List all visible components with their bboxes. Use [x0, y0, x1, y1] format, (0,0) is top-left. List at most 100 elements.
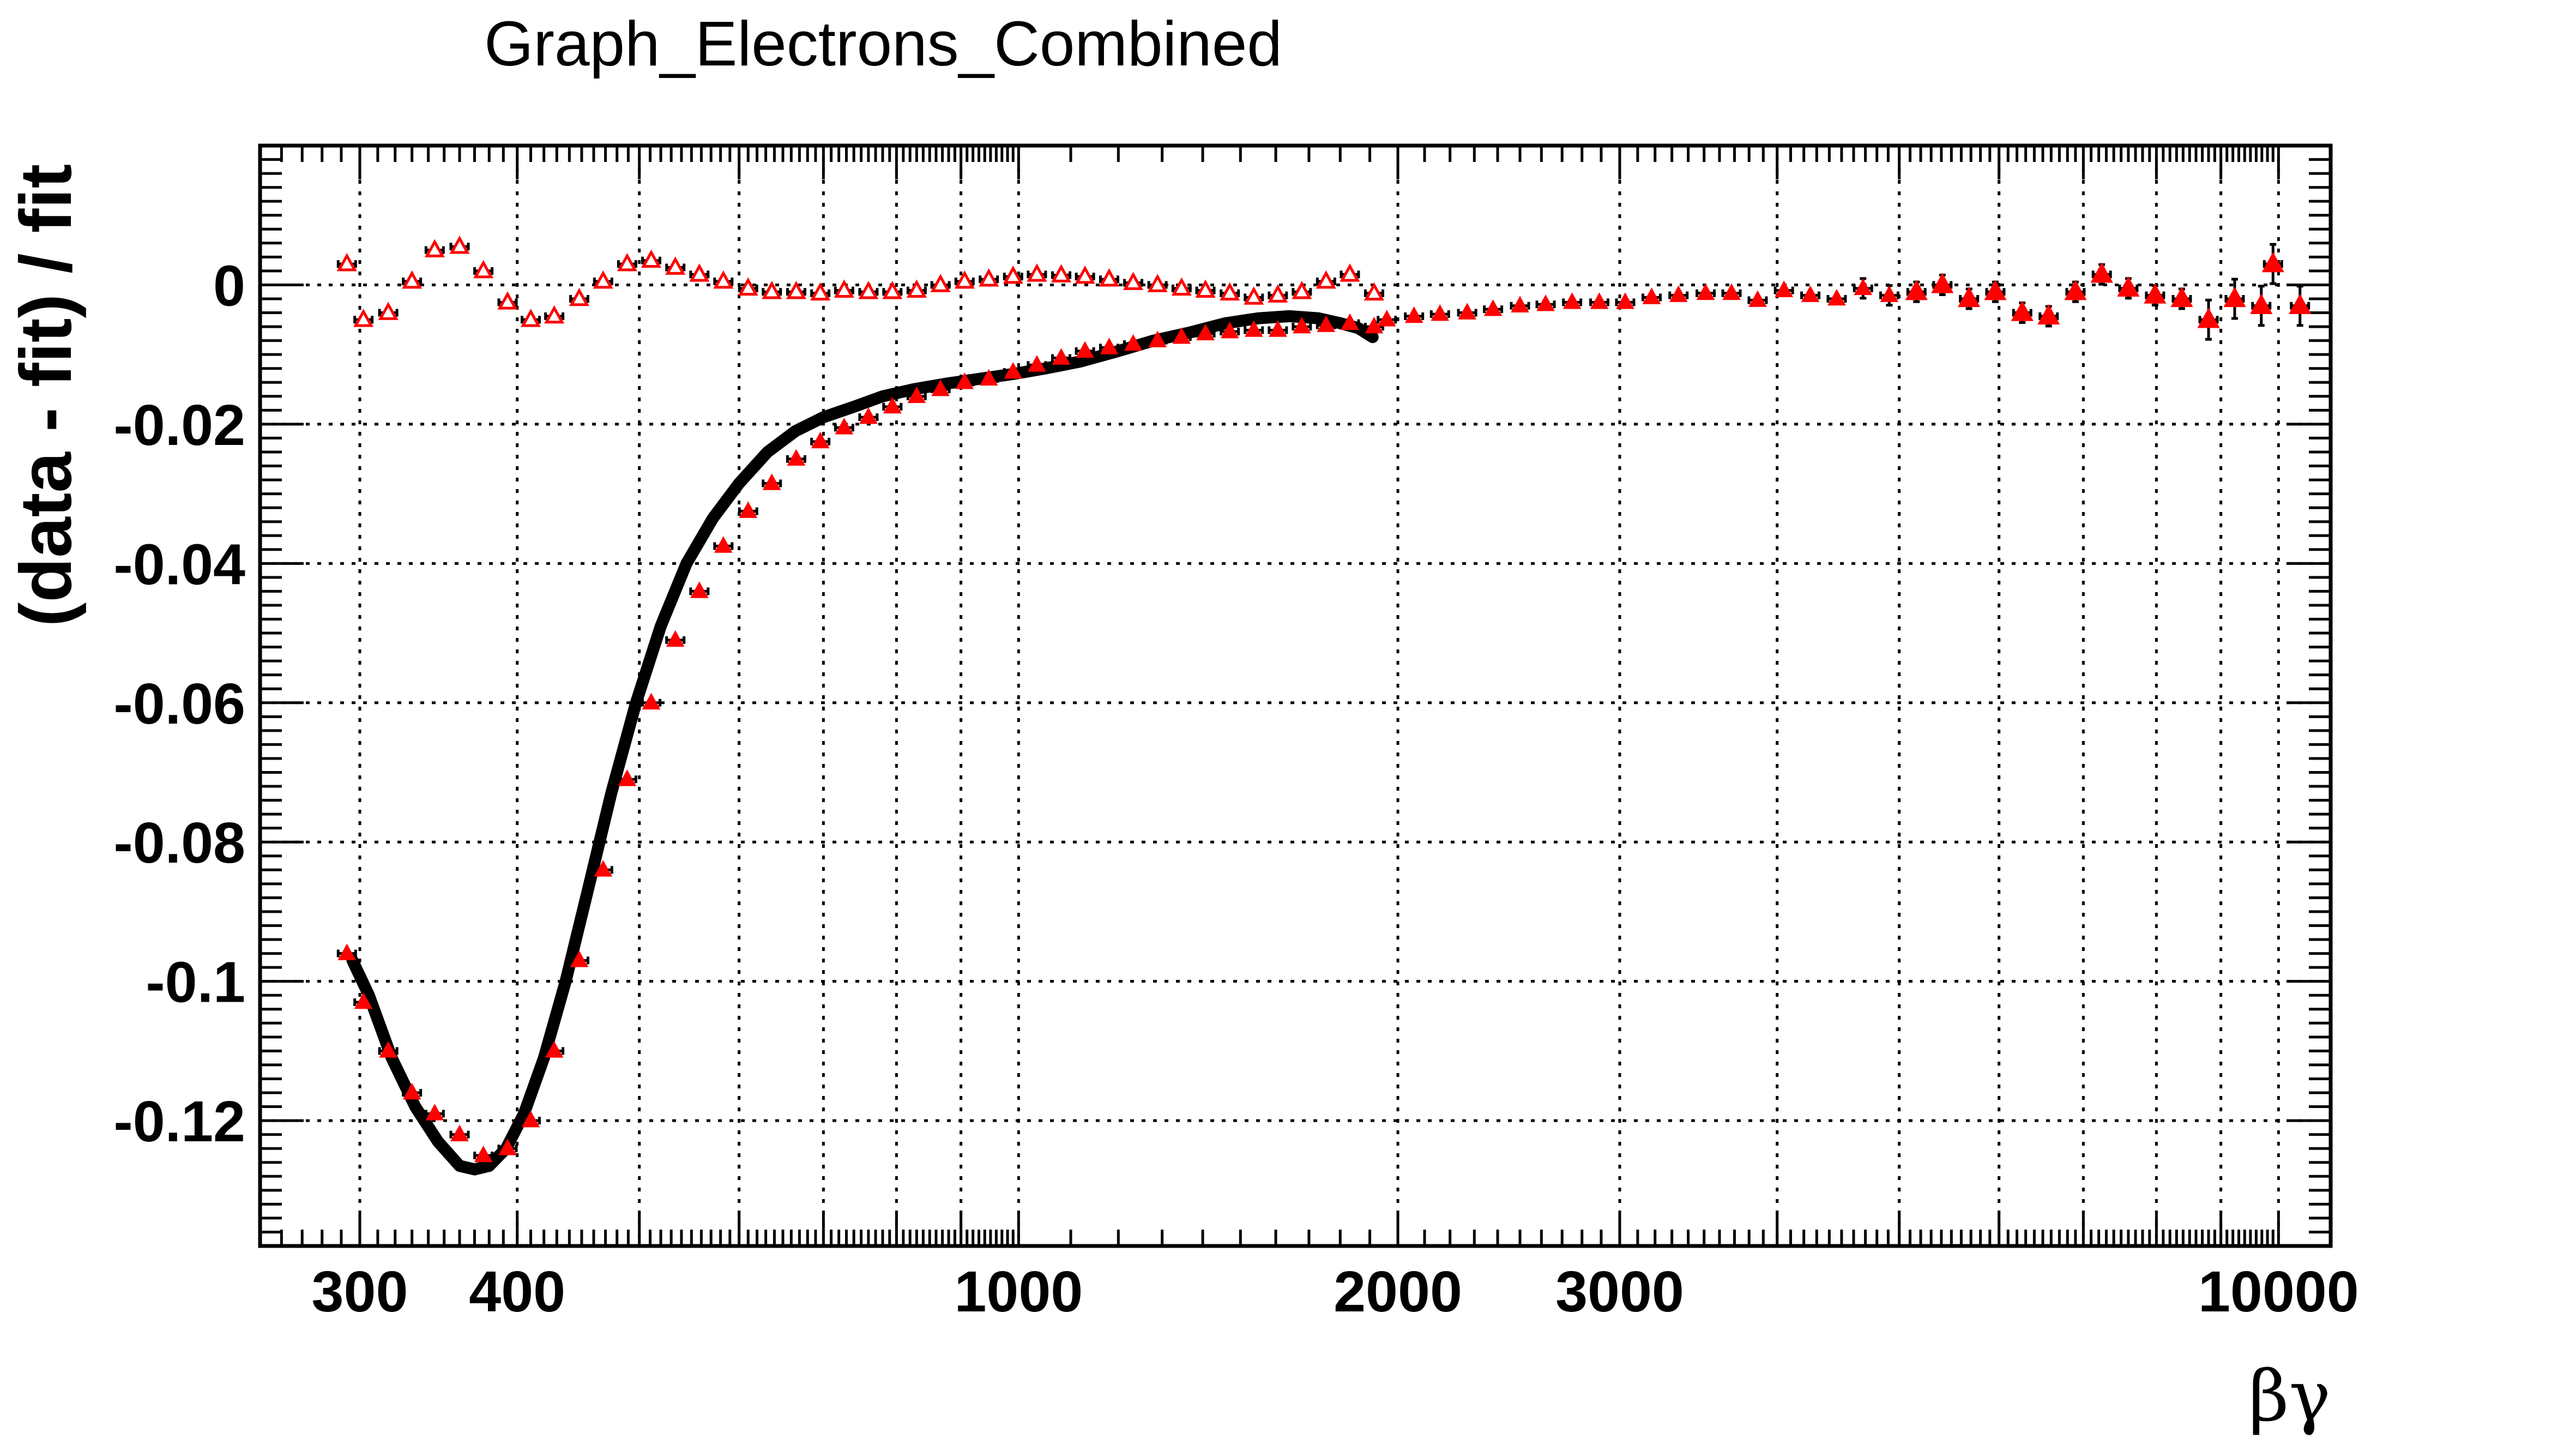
filled-triangle-marker: [931, 379, 950, 396]
filled-triangle-marker: [2250, 293, 2273, 314]
filled-triangle-marker: [787, 449, 806, 466]
data-point: [424, 1104, 445, 1121]
data-point: [378, 1041, 399, 1058]
data-point: [906, 279, 927, 298]
open-triangle-marker: [665, 256, 686, 275]
open-triangle-marker: [786, 281, 806, 299]
data-point: [1879, 284, 1899, 307]
plot-frame: [258, 143, 2333, 1248]
data-point: [1747, 290, 1768, 307]
data-point: [1958, 286, 1981, 310]
fit-curve: [346, 310, 1379, 1176]
filled-triangle-marker: [1669, 285, 1688, 302]
open-triangle-marker: [378, 302, 399, 320]
filled-triangle-marker: [1244, 320, 1263, 337]
data-point: [762, 473, 782, 490]
data-point: [402, 1082, 423, 1100]
data-point: [1905, 280, 1928, 303]
data-point: [689, 263, 710, 282]
filled-triangle-marker: [1616, 292, 1634, 309]
data-point: [1800, 285, 1821, 302]
data-point: [762, 281, 782, 299]
filled-triangle-marker: [1984, 280, 2007, 300]
filled-triangle-marker: [2261, 252, 2284, 273]
data-point: [979, 369, 999, 386]
filled-triangle-marker: [594, 860, 613, 877]
data-point: [473, 1145, 494, 1163]
filled-triangle-marker: [498, 1139, 517, 1155]
y-tick-label: -0.08: [113, 811, 245, 875]
open-triangle-marker: [858, 281, 879, 299]
data-point: [353, 992, 374, 1009]
open-triangle-marker: [689, 263, 710, 282]
data-point: [2170, 286, 2193, 310]
data-point: [2064, 280, 2087, 303]
x-tick-label: 1000: [954, 1260, 1083, 1324]
data-point: [665, 630, 686, 647]
y-tick-label: -0.02: [113, 393, 245, 457]
data-point: [569, 950, 589, 967]
filled-triangle-marker: [1317, 315, 1336, 332]
data-point: [979, 268, 999, 287]
open-triangle-marker: [1340, 263, 1360, 282]
filled-triangle-marker: [1076, 341, 1094, 358]
filled-triangle-marker: [1196, 323, 1215, 341]
open-triangle-marker: [1268, 284, 1288, 303]
data-point: [2223, 278, 2246, 320]
filled-triangle-marker: [1458, 303, 1476, 320]
axis-ticks: [260, 146, 2331, 1248]
x-tick-label: 10000: [2198, 1260, 2359, 1324]
data-point: [1721, 283, 1742, 300]
data-point: [1535, 294, 1556, 311]
open-triangle-marker: [906, 279, 927, 298]
open-triangle-marker: [1075, 265, 1095, 284]
data-point: [1268, 320, 1288, 337]
filled-triangle-marker: [1775, 280, 1793, 297]
filled-triangle-marker: [1905, 280, 1928, 300]
fit-curve-layer: [346, 310, 1379, 1176]
data-point: [1051, 348, 1072, 365]
data-point: [1075, 341, 1095, 358]
open-triangle-marker: [569, 287, 589, 306]
data-point: [1340, 313, 1360, 330]
data-point: [930, 379, 951, 396]
data-point: [1123, 334, 1144, 351]
filled-triangle-marker: [2223, 286, 2246, 308]
data-point: [2090, 262, 2113, 286]
data-point: [1220, 321, 1240, 339]
data-point: [1483, 299, 1504, 316]
open-triangle-marker: [738, 277, 758, 296]
data-point: [544, 305, 565, 324]
data-point: [713, 270, 734, 289]
data-point: [1292, 281, 1312, 299]
data-point: [1244, 320, 1264, 337]
open-triangle-marker: [1099, 268, 1119, 287]
data-point: [424, 239, 445, 257]
data-point: [1147, 330, 1168, 347]
filled-triangle-marker: [1511, 296, 1529, 313]
filled-triangle-marker: [1100, 338, 1119, 354]
filled-triangle-marker: [1004, 362, 1023, 379]
open-triangle-marker: [593, 270, 613, 289]
data-point: [641, 693, 662, 710]
filled-triangle-marker: [1563, 292, 1582, 309]
data-point: [641, 249, 662, 268]
data-point: [1429, 304, 1450, 321]
data-point: [786, 449, 806, 466]
data-point: [810, 282, 831, 301]
open-triangle-marker: [954, 270, 975, 289]
data-point: [1171, 327, 1192, 344]
data-point: [1316, 315, 1336, 332]
open-triangle-marker: [979, 268, 999, 287]
data-point: [1099, 268, 1119, 287]
filled-triangle-marker: [1827, 288, 1846, 306]
data-point: [834, 279, 854, 298]
filled-triangle-marker: [354, 992, 373, 1009]
filled-triangle-marker: [762, 473, 781, 490]
filled-triangle-marker: [545, 1041, 564, 1058]
data-point: [1773, 280, 1794, 297]
open-triangle-marker: [473, 260, 494, 279]
filled-triangle-marker: [1377, 310, 1396, 327]
open-triangle-marker: [1195, 279, 1216, 298]
data-point: [1364, 316, 1384, 334]
